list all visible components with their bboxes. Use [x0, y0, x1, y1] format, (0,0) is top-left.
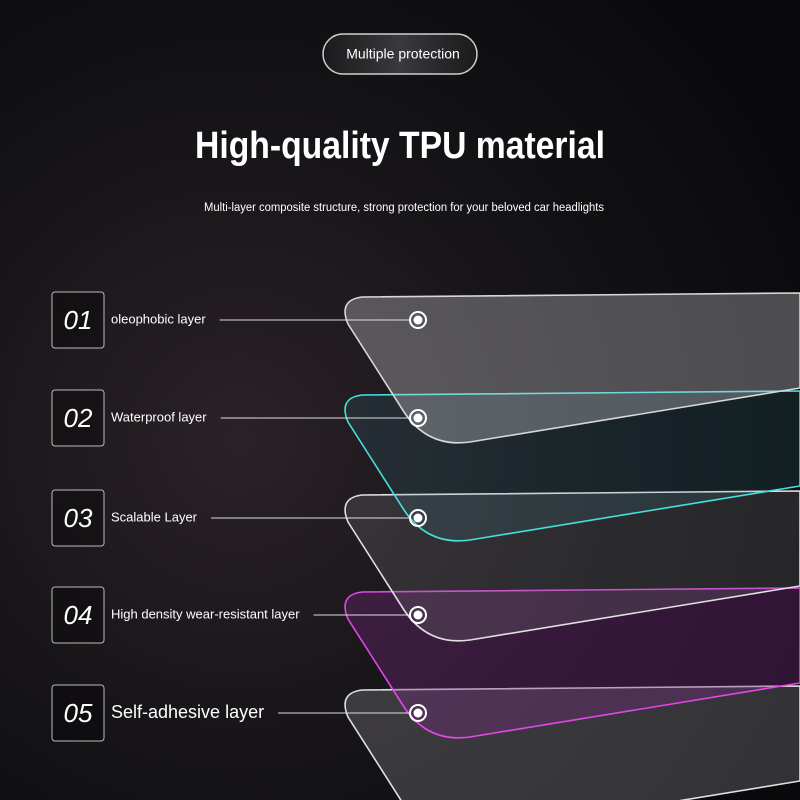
layer-labels: 01 oleophobic layer 02 Waterproof layer 03 Sc…	[51, 291, 427, 742]
layer-label: Scalable Layer	[111, 509, 198, 524]
dot	[413, 315, 423, 325]
dot	[413, 610, 423, 620]
number-box	[51, 291, 105, 349]
subtitle: Multi-layer composite structure, strong …	[204, 202, 604, 214]
dot-ring	[409, 311, 427, 329]
layer-number: 03	[64, 503, 93, 533]
number-box	[51, 684, 105, 742]
film	[344, 390, 800, 542]
layer-number: 01	[64, 305, 93, 335]
film	[344, 685, 800, 800]
dot	[413, 513, 423, 523]
dot	[413, 708, 423, 718]
title: High-quality TPU material	[195, 125, 605, 167]
dot-ring	[409, 409, 427, 427]
film	[344, 587, 800, 739]
layer-label: oleophobic layer	[111, 311, 206, 326]
number-box	[51, 389, 105, 447]
dot-ring	[409, 606, 427, 624]
layer-label: Waterproof layer	[111, 409, 207, 424]
layer-number: 02	[64, 403, 93, 433]
number-box	[51, 489, 105, 547]
layer-number: 04	[64, 600, 93, 630]
dot-ring	[409, 509, 427, 527]
badge-text: Multiple protection	[346, 46, 460, 62]
layer-label: Self-adhesive layer	[111, 702, 264, 722]
film-layers	[344, 292, 800, 800]
film	[344, 490, 800, 642]
dot	[413, 413, 423, 423]
layer-number: 05	[64, 698, 93, 728]
number-box	[51, 586, 105, 644]
layer-label: High density wear-resistant layer	[111, 606, 300, 621]
film	[344, 292, 800, 444]
badge-pill	[322, 33, 478, 75]
dot-ring	[409, 704, 427, 722]
